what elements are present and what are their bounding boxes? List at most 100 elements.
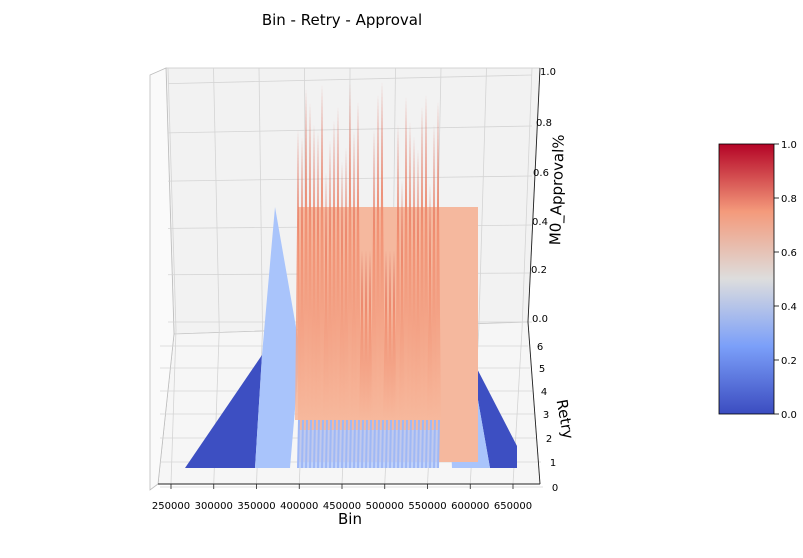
surface-spike xyxy=(383,250,389,420)
surface-spike-base xyxy=(397,419,400,469)
surface-spike-base xyxy=(393,419,396,469)
surface-spike-base xyxy=(409,419,412,469)
surface-spike xyxy=(435,101,441,420)
surface-spike-base xyxy=(381,419,384,469)
surface-spike-base xyxy=(357,419,360,469)
y-tick-label: 5 xyxy=(539,364,545,375)
surface-spike-base xyxy=(429,419,432,469)
colorbar-tick-labels: 0.0 0.2 0.4 0.6 0.8 1.0 xyxy=(774,140,797,421)
surface-spike xyxy=(375,94,381,420)
surface-spike-base xyxy=(337,419,340,469)
surface-spike xyxy=(323,172,329,420)
surface-spike-base xyxy=(425,419,428,469)
grid-line xyxy=(167,67,177,331)
surface-spike-base xyxy=(325,419,328,469)
surface-spike-base xyxy=(369,419,372,469)
surface-spike-base xyxy=(401,419,404,469)
surface-spike-base xyxy=(353,419,356,469)
surface-patch-low xyxy=(185,355,262,468)
y-tick-label: 2 xyxy=(546,434,552,445)
z-tick-label: 0.8 xyxy=(536,118,552,129)
surface-spike-base xyxy=(309,419,312,469)
surface-spike-base xyxy=(417,419,420,469)
grid-line xyxy=(258,67,263,331)
surface-spike xyxy=(399,180,405,420)
x-axis-label: Bin xyxy=(338,510,362,528)
surface-spike-base xyxy=(413,419,416,469)
z-tick-label: 0.4 xyxy=(532,217,548,228)
surface-spike-base xyxy=(405,419,408,469)
z-tick-label: 1.0 xyxy=(540,67,556,78)
y-axis-label: Retry xyxy=(553,398,578,441)
surface-spike xyxy=(427,183,433,420)
colorbar-tick-label: 0.2 xyxy=(781,356,797,367)
surface-spike xyxy=(419,106,425,420)
x-tick-label: 300000 xyxy=(195,501,233,512)
surface-spike xyxy=(343,147,349,420)
x-tick-label: 550000 xyxy=(408,501,446,512)
surface-spike xyxy=(347,83,353,420)
surface-spike xyxy=(359,250,365,420)
surface-patch-mid xyxy=(255,207,300,468)
y-tick-label: 6 xyxy=(537,342,543,353)
surface-spike-base xyxy=(317,419,320,469)
grid-line xyxy=(170,329,177,485)
surface-spike xyxy=(363,250,369,420)
z-tick-label: 0.2 xyxy=(531,265,547,276)
colorbar-tick-label: 0.6 xyxy=(781,248,797,259)
surface-spike xyxy=(299,137,305,420)
surface-spike xyxy=(331,120,337,420)
surface-spike xyxy=(407,121,413,420)
surface-spike-base xyxy=(373,419,376,469)
surface-spike-base xyxy=(297,419,300,469)
surface-spike-base xyxy=(361,419,364,469)
colorbar-tick-label: 0.8 xyxy=(781,194,797,205)
surface-spike-base xyxy=(305,419,308,469)
y-tick-label: 4 xyxy=(541,387,547,398)
surface-spike xyxy=(423,94,429,420)
surface-spike-base xyxy=(345,419,348,469)
z-tick-labels: 0.0 0.2 0.4 0.6 0.8 1.0 xyxy=(531,67,556,325)
z-tick-label: 0.0 xyxy=(532,314,548,325)
surface-spike xyxy=(431,124,437,420)
colorbar xyxy=(718,143,775,415)
surface-spike xyxy=(295,129,301,420)
surface-spike xyxy=(403,96,409,420)
x-tick-label: 350000 xyxy=(237,501,275,512)
surface-spike xyxy=(315,131,321,420)
x-tick-labels: 250000 300000 350000 400000 450000 500000 5500… xyxy=(152,484,532,512)
y-tick-label: 0 xyxy=(552,483,558,494)
chart-title: Bin - Retry - Approval xyxy=(262,11,422,29)
surface-spike xyxy=(335,106,341,420)
surface-spike xyxy=(351,130,357,420)
colorbar-tick-label: 0.4 xyxy=(781,302,797,313)
y-tick-labels: 0 1 2 3 4 5 6 xyxy=(537,342,558,494)
surface-spike xyxy=(379,81,385,420)
grid-line xyxy=(213,67,220,331)
grid-line xyxy=(167,74,533,85)
surface-spike xyxy=(355,101,361,420)
surface-spike xyxy=(319,84,325,420)
grid-line xyxy=(478,67,487,331)
surface-spike xyxy=(307,102,313,420)
z-axis-label: M0_Approval% xyxy=(546,134,569,245)
surface-spike-base xyxy=(321,419,324,469)
surface-spike xyxy=(387,250,393,420)
grid-line xyxy=(521,67,533,331)
surface-spike xyxy=(411,136,417,420)
surface-plateau xyxy=(440,207,478,355)
x-tick-label: 250000 xyxy=(152,501,190,512)
surface-spike xyxy=(395,124,401,420)
y-tick-label: 1 xyxy=(550,458,556,469)
surface-spike-base xyxy=(341,419,344,469)
x-tick-label: 400000 xyxy=(280,501,318,512)
surface-spike-base xyxy=(329,419,332,469)
surface-spike xyxy=(327,140,333,420)
surface-spike-base xyxy=(433,419,436,469)
surface-spike-base xyxy=(365,419,368,469)
surface-spike xyxy=(303,88,309,420)
surface-spike xyxy=(339,161,345,420)
colorbar-tick-label: 1.0 xyxy=(781,140,797,151)
surface-spike-base xyxy=(349,419,352,469)
